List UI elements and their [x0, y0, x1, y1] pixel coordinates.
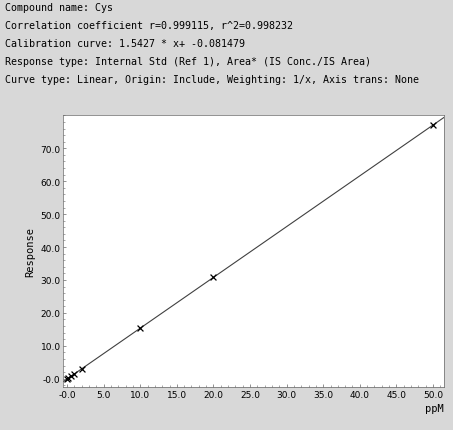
Text: Compound name: Cys: Compound name: Cys	[5, 3, 112, 13]
Text: Correlation coefficient r=0.999115, r^2=0.998232: Correlation coefficient r=0.999115, r^2=…	[5, 21, 293, 31]
Text: Response type: Internal Std (Ref 1), Area* (IS Conc./IS Area): Response type: Internal Std (Ref 1), Are…	[5, 57, 371, 67]
Text: Calibration curve: 1.5427 * x+ -0.081479: Calibration curve: 1.5427 * x+ -0.081479	[5, 39, 245, 49]
Point	[210, 274, 217, 281]
Point	[63, 376, 70, 383]
Y-axis label: Response: Response	[25, 227, 35, 276]
Point	[429, 123, 437, 129]
Point	[64, 375, 72, 382]
Point	[67, 373, 74, 380]
Point	[78, 366, 85, 372]
Point	[71, 371, 78, 378]
Text: Curve type: Linear, Origin: Include, Weighting: 1/x, Axis trans: None: Curve type: Linear, Origin: Include, Wei…	[5, 75, 419, 85]
Point	[137, 325, 144, 332]
Text: ppM: ppM	[425, 403, 444, 413]
